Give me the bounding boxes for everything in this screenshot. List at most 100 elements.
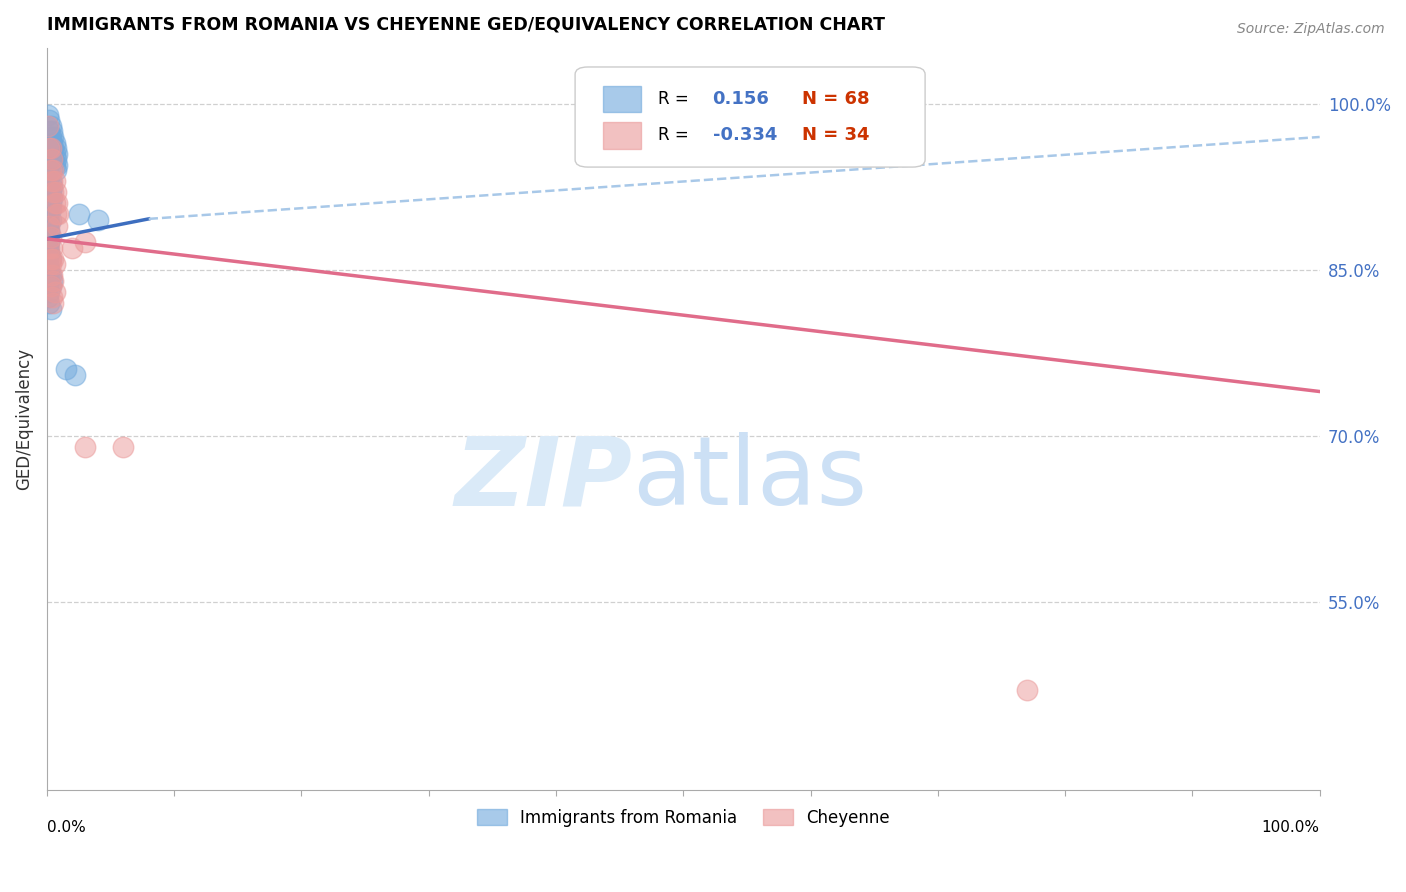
Point xyxy=(37,119,59,133)
Point xyxy=(39,196,62,211)
Point xyxy=(38,191,60,205)
Point xyxy=(38,268,60,283)
Point xyxy=(38,246,60,260)
Point xyxy=(39,268,62,283)
Point xyxy=(75,235,97,249)
Point xyxy=(41,136,63,150)
Point xyxy=(42,296,65,310)
Point xyxy=(38,285,60,299)
Point xyxy=(42,141,65,155)
Y-axis label: GED/Equivalency: GED/Equivalency xyxy=(15,348,32,491)
Point xyxy=(42,163,65,178)
Point xyxy=(37,229,59,244)
Point xyxy=(44,257,66,271)
Point xyxy=(41,179,63,194)
Text: -0.334: -0.334 xyxy=(713,126,778,145)
Point xyxy=(39,252,62,266)
Point xyxy=(38,113,60,128)
Point xyxy=(37,290,59,304)
Point xyxy=(39,252,62,266)
Point xyxy=(39,163,62,178)
Point xyxy=(87,213,110,227)
Point xyxy=(37,279,59,293)
Point xyxy=(39,119,62,133)
Point xyxy=(45,152,67,166)
Point xyxy=(39,257,62,271)
Point xyxy=(41,241,63,255)
Point xyxy=(44,158,66,172)
Point xyxy=(45,186,67,200)
Point xyxy=(38,224,60,238)
Point xyxy=(37,108,59,122)
Point xyxy=(39,229,62,244)
Text: 100.0%: 100.0% xyxy=(1261,820,1320,835)
Point xyxy=(37,213,59,227)
Point xyxy=(38,124,60,138)
Point xyxy=(37,207,59,221)
Text: atlas: atlas xyxy=(633,432,868,525)
Point xyxy=(37,196,59,211)
Text: R =: R = xyxy=(658,126,689,145)
Point xyxy=(46,219,69,233)
Point xyxy=(45,207,67,221)
FancyBboxPatch shape xyxy=(575,67,925,167)
Point xyxy=(42,186,65,200)
Point xyxy=(39,186,62,200)
Point xyxy=(37,257,59,271)
Point xyxy=(39,202,62,216)
Point xyxy=(41,146,63,161)
Point xyxy=(38,213,60,227)
Text: N = 68: N = 68 xyxy=(801,90,869,108)
Point xyxy=(38,235,60,249)
Text: Source: ZipAtlas.com: Source: ZipAtlas.com xyxy=(1237,22,1385,37)
Point xyxy=(46,146,69,161)
Point xyxy=(38,141,60,155)
Point xyxy=(38,241,60,255)
Point xyxy=(41,268,63,283)
Point xyxy=(41,290,63,304)
Point xyxy=(38,224,60,238)
Point xyxy=(46,158,69,172)
Point xyxy=(41,152,63,166)
Point xyxy=(37,163,59,178)
Point xyxy=(37,274,59,288)
Point xyxy=(60,241,83,255)
Point xyxy=(39,174,62,188)
Text: 0.0%: 0.0% xyxy=(46,820,86,835)
Point xyxy=(44,146,66,161)
Point xyxy=(38,274,60,288)
Text: IMMIGRANTS FROM ROMANIA VS CHEYENNE GED/EQUIVALENCY CORRELATION CHART: IMMIGRANTS FROM ROMANIA VS CHEYENNE GED/… xyxy=(46,15,884,33)
Point xyxy=(67,207,90,221)
Point xyxy=(39,279,62,293)
Point xyxy=(41,174,63,188)
Point xyxy=(39,130,62,145)
Point xyxy=(44,196,66,211)
Text: N = 34: N = 34 xyxy=(801,126,869,145)
Point xyxy=(39,301,62,316)
Bar xyxy=(603,86,641,112)
Point xyxy=(37,252,59,266)
Point xyxy=(42,152,65,166)
Text: 0.156: 0.156 xyxy=(713,90,769,108)
Point xyxy=(39,279,62,293)
Point xyxy=(39,141,62,155)
Point xyxy=(112,440,135,454)
Point xyxy=(44,136,66,150)
Point xyxy=(38,202,60,216)
Point xyxy=(37,219,59,233)
Point xyxy=(45,141,67,155)
Point xyxy=(42,274,65,288)
Point xyxy=(38,169,60,183)
Point xyxy=(41,191,63,205)
Bar xyxy=(603,122,641,149)
Point xyxy=(41,124,63,138)
Point xyxy=(44,174,66,188)
Point xyxy=(38,235,60,249)
Point xyxy=(37,241,59,255)
Text: R =: R = xyxy=(658,90,689,108)
Point xyxy=(37,262,59,277)
Point xyxy=(38,219,60,233)
Point xyxy=(1015,683,1038,698)
Point xyxy=(38,246,60,260)
Point xyxy=(42,130,65,145)
